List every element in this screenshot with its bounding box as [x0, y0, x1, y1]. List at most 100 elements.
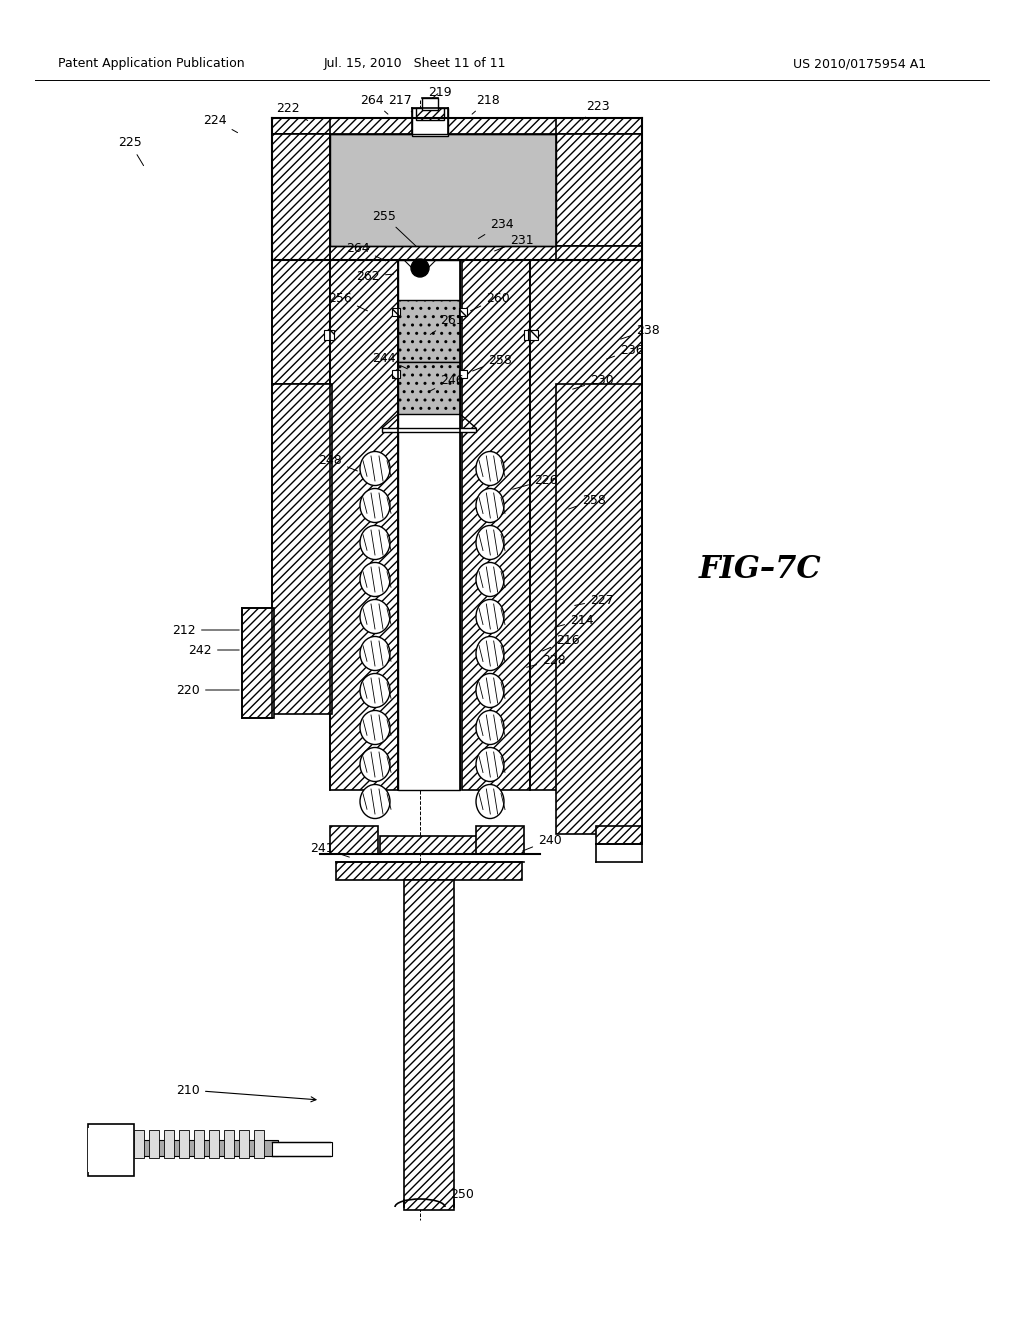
- Text: 262: 262: [356, 269, 393, 282]
- Bar: [336, 862, 522, 880]
- Text: 256: 256: [329, 292, 368, 310]
- Text: 264: 264: [346, 242, 385, 261]
- Bar: [530, 260, 642, 789]
- Bar: [239, 1130, 249, 1158]
- Bar: [272, 384, 332, 714]
- Text: 261: 261: [430, 314, 464, 334]
- Bar: [272, 1142, 332, 1156]
- Ellipse shape: [360, 636, 390, 671]
- Text: 231: 231: [495, 234, 534, 251]
- Ellipse shape: [360, 562, 390, 597]
- Text: 246: 246: [430, 374, 464, 391]
- Text: 250: 250: [450, 1188, 474, 1205]
- Bar: [242, 609, 274, 718]
- Bar: [164, 1130, 174, 1158]
- Bar: [398, 300, 460, 362]
- Text: 260: 260: [470, 292, 510, 310]
- Ellipse shape: [360, 525, 390, 560]
- Text: 240: 240: [522, 833, 562, 851]
- Bar: [272, 135, 330, 246]
- Text: 241: 241: [310, 842, 349, 857]
- Bar: [459, 308, 467, 315]
- Text: 244: 244: [373, 351, 408, 368]
- Bar: [209, 1130, 219, 1158]
- Ellipse shape: [476, 488, 504, 523]
- Bar: [272, 246, 642, 260]
- Ellipse shape: [360, 599, 390, 634]
- Text: 238: 238: [621, 323, 659, 339]
- Bar: [134, 1130, 144, 1158]
- Bar: [330, 826, 378, 854]
- Text: 236: 236: [606, 343, 644, 359]
- Text: 223: 223: [582, 99, 610, 120]
- Bar: [476, 826, 524, 854]
- Text: 218: 218: [472, 94, 500, 114]
- Bar: [398, 362, 460, 414]
- Text: 222: 222: [276, 102, 307, 120]
- Bar: [130, 1140, 278, 1156]
- Ellipse shape: [360, 451, 390, 486]
- Text: Jul. 15, 2010   Sheet 11 of 11: Jul. 15, 2010 Sheet 11 of 11: [324, 58, 506, 70]
- Bar: [462, 260, 530, 789]
- Bar: [524, 330, 534, 341]
- Ellipse shape: [360, 784, 390, 818]
- Text: 225: 225: [118, 136, 143, 165]
- Ellipse shape: [476, 451, 504, 486]
- Bar: [392, 370, 400, 378]
- Text: 212: 212: [172, 623, 240, 636]
- Bar: [398, 260, 460, 789]
- Text: 224: 224: [203, 114, 238, 132]
- Bar: [254, 1130, 264, 1158]
- Text: 216: 216: [543, 634, 580, 651]
- Ellipse shape: [476, 673, 504, 708]
- Bar: [382, 428, 476, 432]
- Bar: [380, 836, 478, 854]
- Text: 214: 214: [555, 614, 594, 627]
- Bar: [412, 108, 449, 136]
- Text: 227: 227: [574, 594, 613, 606]
- Bar: [88, 1125, 134, 1176]
- Bar: [404, 880, 454, 1210]
- Bar: [556, 384, 642, 834]
- Bar: [596, 826, 642, 843]
- Ellipse shape: [476, 562, 504, 597]
- Text: FIG–7C: FIG–7C: [698, 554, 821, 586]
- Ellipse shape: [360, 673, 390, 708]
- Text: 258: 258: [568, 494, 606, 510]
- Ellipse shape: [476, 636, 504, 671]
- Bar: [194, 1130, 204, 1158]
- Text: 210: 210: [176, 1084, 316, 1102]
- Bar: [179, 1130, 189, 1158]
- Ellipse shape: [476, 710, 504, 744]
- Text: 264: 264: [360, 94, 388, 114]
- Circle shape: [411, 259, 429, 277]
- Text: 255: 255: [372, 210, 416, 246]
- Bar: [88, 1129, 132, 1172]
- Text: US 2010/0175954 A1: US 2010/0175954 A1: [794, 58, 927, 70]
- Bar: [330, 260, 398, 789]
- Bar: [324, 330, 334, 341]
- Bar: [556, 135, 642, 246]
- Text: 248: 248: [318, 454, 357, 471]
- Bar: [422, 98, 438, 110]
- Text: Patent Application Publication: Patent Application Publication: [58, 58, 245, 70]
- Text: 258: 258: [473, 354, 512, 371]
- Text: 242: 242: [188, 644, 240, 656]
- Bar: [150, 1130, 159, 1158]
- Bar: [272, 135, 330, 384]
- Bar: [459, 370, 467, 378]
- Ellipse shape: [360, 488, 390, 523]
- Bar: [392, 308, 400, 315]
- Ellipse shape: [476, 784, 504, 818]
- Ellipse shape: [476, 525, 504, 560]
- Bar: [330, 135, 556, 246]
- Ellipse shape: [360, 710, 390, 744]
- Bar: [224, 1130, 234, 1158]
- Text: 220: 220: [176, 684, 240, 697]
- Bar: [528, 330, 538, 341]
- Text: 230: 230: [572, 374, 613, 389]
- Ellipse shape: [476, 747, 504, 781]
- Text: 226: 226: [513, 474, 558, 490]
- Text: 228: 228: [526, 653, 565, 668]
- Text: 219: 219: [428, 86, 452, 99]
